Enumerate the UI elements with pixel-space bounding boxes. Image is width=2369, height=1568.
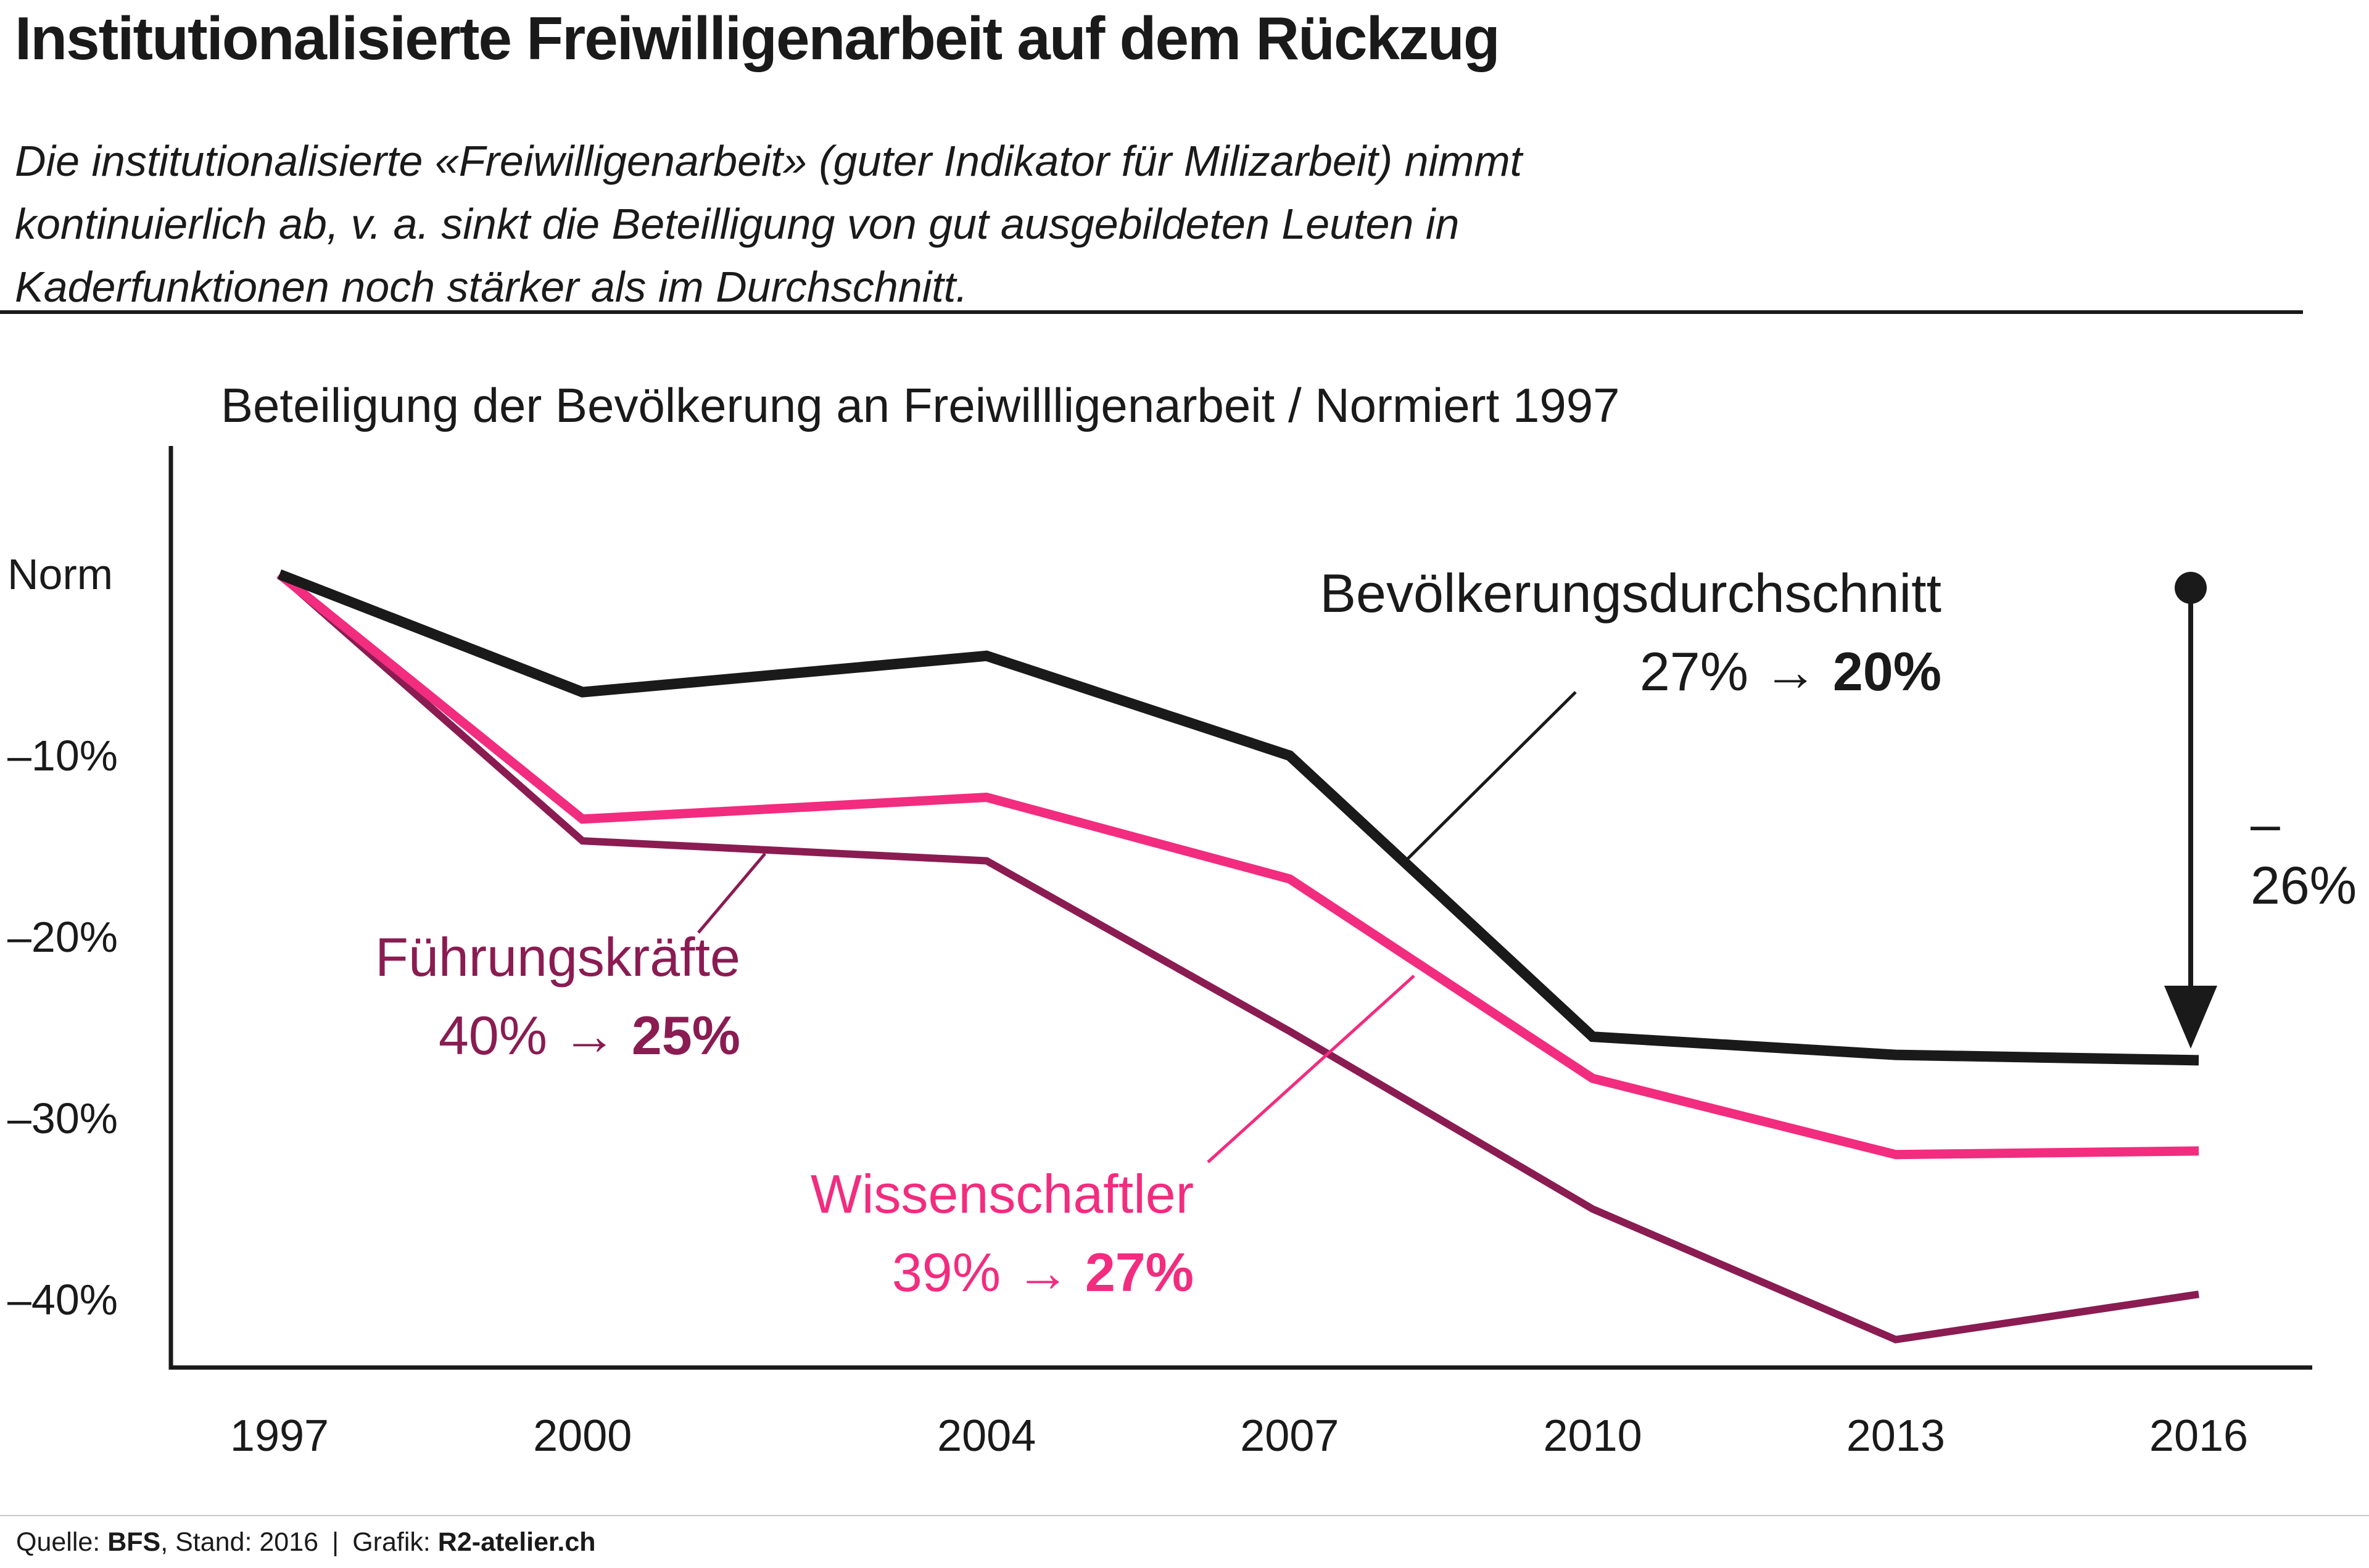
footer-source-name: BFS bbox=[107, 1527, 161, 1557]
footer-source-prefix: Quelle: bbox=[16, 1527, 108, 1557]
annotation-scientists-value-prefix: 39% → bbox=[891, 1242, 1085, 1303]
annotation-average-value-prefix: 27% → bbox=[1639, 641, 1833, 702]
connector-leaders bbox=[697, 852, 766, 934]
decline-arrow-label: –26% bbox=[2251, 794, 2357, 915]
annotation-leaders: Führungskräfte 40% → 25% bbox=[375, 918, 740, 1075]
header-divider bbox=[0, 310, 2303, 314]
series-wissenschaftler bbox=[276, 571, 2199, 1160]
annotation-leaders-value-bold: 25% bbox=[631, 1005, 740, 1066]
annotation-scientists-value: 39% → 27% bbox=[811, 1233, 1194, 1311]
annotation-leaders-value: 40% → 25% bbox=[375, 996, 740, 1075]
annotation-leaders-value-prefix: 40% → bbox=[438, 1005, 632, 1066]
subtitle-line-1: Die institutionalisierte «Freiwilligenar… bbox=[15, 137, 1523, 185]
annotation-scientists-label: Wissenschaftler bbox=[810, 1163, 1194, 1224]
decline-arrow-head bbox=[2164, 986, 2217, 1049]
footer-source-suffix: , Stand: 2016 bbox=[160, 1527, 319, 1557]
connector-average bbox=[1407, 691, 1577, 860]
footer: Quelle: BFS, Stand: 2016 | Grafik: R2-at… bbox=[0, 1515, 2369, 1568]
page-subtitle: Die institutionalisierte «Freiwilligenar… bbox=[15, 130, 1522, 318]
annotation-average: Bevölkerungsdurchschnitt 27% → 20% bbox=[1320, 554, 1941, 711]
annotation-scientists-value-bold: 27% bbox=[1085, 1242, 1194, 1303]
subtitle-line-2: kontinuierlich ab, v. a. sinkt die Betei… bbox=[15, 200, 1460, 248]
annotation-average-value: 27% → 20% bbox=[1320, 632, 1941, 711]
footer-credit-name: R2-atelier.ch bbox=[437, 1527, 596, 1557]
footer-credit: Grafik: R2-atelier.ch bbox=[352, 1527, 595, 1558]
footer-credit-prefix: Grafik: bbox=[352, 1527, 438, 1557]
series-bev-lkerungsdurchschnitt bbox=[277, 569, 2199, 1066]
footer-separator: | bbox=[332, 1527, 339, 1557]
annotation-average-label: Bevölkerungsdurchschnitt bbox=[1320, 563, 1941, 624]
annotation-leaders-label: Führungskräfte bbox=[375, 926, 740, 988]
connector-scientists bbox=[1207, 975, 1415, 1163]
subtitle-line-3: Kaderfunktionen noch stärker als im Durc… bbox=[15, 263, 968, 311]
footer-source: Quelle: BFS, Stand: 2016 bbox=[16, 1527, 318, 1558]
series-f-hrungskr-fte bbox=[277, 571, 2199, 1343]
page-title: Institutionalisierte Freiwilligenarbeit … bbox=[15, 4, 1500, 72]
annotation-scientists: Wissenschaftler 39% → 27% bbox=[811, 1155, 1194, 1311]
annotation-average-value-bold: 20% bbox=[1832, 641, 1941, 702]
chart-title: Beteiligung der Bevölkerung an Freiwilll… bbox=[221, 378, 1620, 432]
